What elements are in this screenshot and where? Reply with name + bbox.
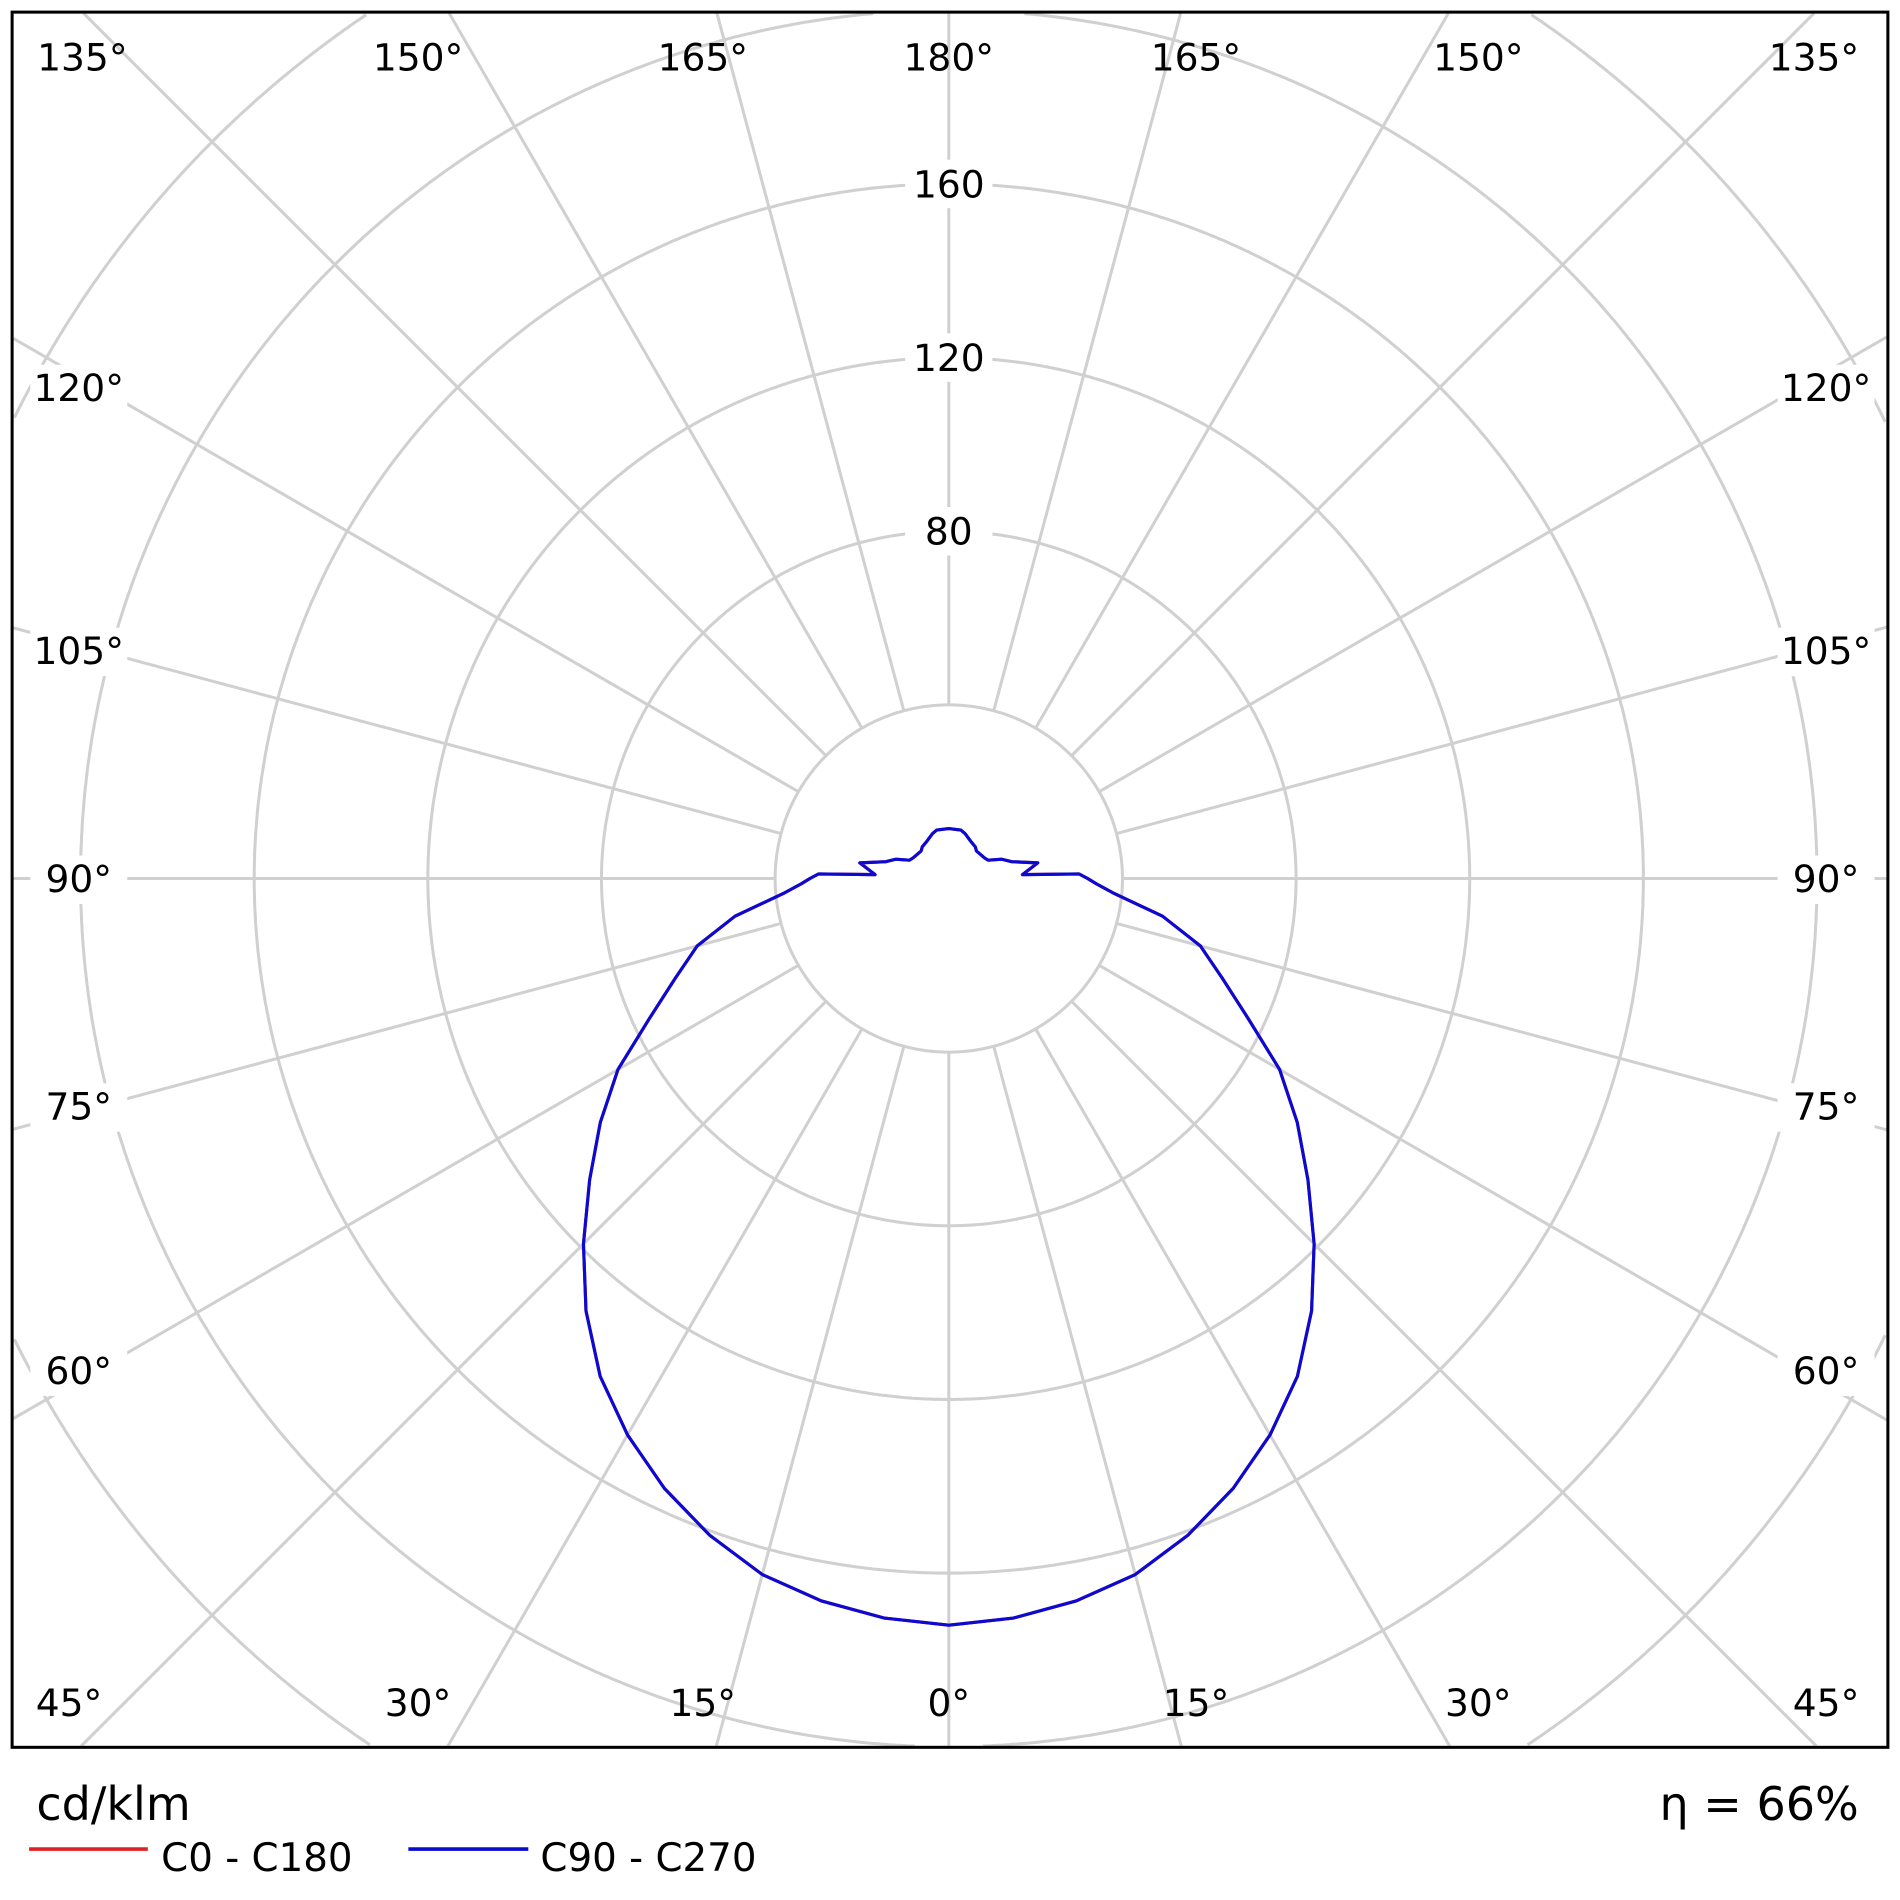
grid-spoke-45 bbox=[1070, 1000, 1818, 1748]
grid-ring-240 bbox=[1530, 13, 1887, 423]
grid-spoke-300 bbox=[12, 964, 800, 1420]
radial-label-bg bbox=[905, 333, 993, 382]
grid-ring-240 bbox=[1526, 1334, 1887, 1747]
grid-spoke-225 bbox=[82, 12, 828, 757]
angle-label-top: 165° bbox=[1151, 35, 1241, 79]
angle-label-bottom: 30° bbox=[385, 1681, 452, 1725]
grid-spoke-330 bbox=[446, 1028, 864, 1747]
angle-label-right: 105° bbox=[1781, 629, 1871, 673]
grid-spoke-135 bbox=[1070, 12, 1816, 757]
grid-spoke-165 bbox=[992, 12, 1183, 712]
grid-spoke-30 bbox=[1034, 1028, 1452, 1747]
grid-spoke-195 bbox=[715, 12, 906, 712]
legend-label-c0: C0 - C180 bbox=[161, 1836, 352, 1881]
radial-tick-labels: 80 120 160 bbox=[905, 159, 993, 556]
angle-label-top: 135° bbox=[37, 35, 127, 79]
angle-label-top: 135° bbox=[1769, 35, 1859, 79]
angle-label-top: 165° bbox=[658, 35, 748, 79]
angle-label-bg bbox=[1777, 855, 1875, 904]
grid-spoke-75 bbox=[1116, 921, 1888, 1132]
angle-label-right: 75° bbox=[1793, 1085, 1860, 1129]
angle-label-right: 120° bbox=[1781, 366, 1871, 410]
grid-spoke-255 bbox=[12, 626, 782, 836]
grid-spoke-105 bbox=[1116, 625, 1888, 836]
legend-label-c90: C90 - C270 bbox=[540, 1836, 756, 1881]
grid-spoke-345 bbox=[714, 1045, 906, 1747]
angle-label-bg bbox=[30, 1347, 128, 1396]
angle-label-bottom: 30° bbox=[1445, 1681, 1512, 1725]
grid-spoke-315 bbox=[80, 1000, 828, 1748]
grid-spoke-240 bbox=[12, 337, 800, 793]
radial-tick-label: 160 bbox=[913, 162, 985, 206]
angle-label-bottom: 15° bbox=[1163, 1681, 1230, 1725]
angle-label-left: 120° bbox=[34, 366, 124, 410]
grid-spoke-210 bbox=[447, 12, 864, 729]
angle-label-bottom: 45° bbox=[36, 1681, 103, 1725]
angle-label-bg bbox=[1777, 1083, 1875, 1132]
grid-spoke-285 bbox=[12, 921, 782, 1131]
angle-label-left: 75° bbox=[45, 1085, 112, 1129]
radial-label-bg bbox=[905, 506, 993, 556]
efficiency-label: η = 66% bbox=[1659, 1777, 1858, 1831]
curves bbox=[581, 827, 1316, 1627]
angle-label-top: 150° bbox=[373, 35, 463, 79]
unit-label: cd/klm bbox=[36, 1777, 190, 1831]
angle-label-bg bbox=[30, 855, 128, 904]
angle-label-bg bbox=[1777, 364, 1875, 414]
grid-spoke-60 bbox=[1098, 964, 1888, 1422]
angle-labels: 135° 150° 165° 180° 165° 150° 135° 45° 30° 15° 0° 1… bbox=[30, 35, 1875, 1725]
angle-label-bottom: 45° bbox=[1793, 1681, 1860, 1725]
series-curve-1 bbox=[581, 827, 1316, 1627]
angle-label-right: 90° bbox=[1793, 857, 1860, 901]
grid-spoke-120 bbox=[1098, 335, 1888, 793]
grid-ring-240 bbox=[13, 1338, 371, 1747]
grid bbox=[12, 12, 1888, 1748]
angle-label-top: 150° bbox=[1433, 35, 1523, 79]
grid-ring-40 bbox=[773, 703, 1124, 1054]
angle-label-left: 105° bbox=[34, 629, 124, 673]
angle-label-bg bbox=[30, 364, 128, 414]
radial-tick-label: 120 bbox=[913, 336, 985, 380]
angle-label-bottom: 0° bbox=[927, 1681, 970, 1725]
grid-ring-200 bbox=[982, 878, 1819, 1748]
angle-label-bg bbox=[1777, 1347, 1875, 1396]
angle-label-bg bbox=[1777, 627, 1875, 677]
angle-label-top: 180° bbox=[904, 35, 994, 79]
plot-frame bbox=[10, 10, 1890, 1749]
angle-label-left: 60° bbox=[45, 1349, 112, 1393]
grid-spoke-150 bbox=[1034, 12, 1450, 729]
angle-label-right: 60° bbox=[1793, 1349, 1860, 1393]
angle-label-bottom: 15° bbox=[670, 1681, 737, 1725]
grid-spoke-15 bbox=[992, 1045, 1183, 1747]
angle-label-left: 90° bbox=[45, 857, 112, 901]
angle-label-bg bbox=[30, 1083, 128, 1132]
radial-tick-label: 80 bbox=[925, 510, 973, 554]
angle-label-bg bbox=[30, 627, 128, 677]
radial-label-bg bbox=[905, 159, 993, 209]
grid-ring-240 bbox=[13, 13, 368, 419]
